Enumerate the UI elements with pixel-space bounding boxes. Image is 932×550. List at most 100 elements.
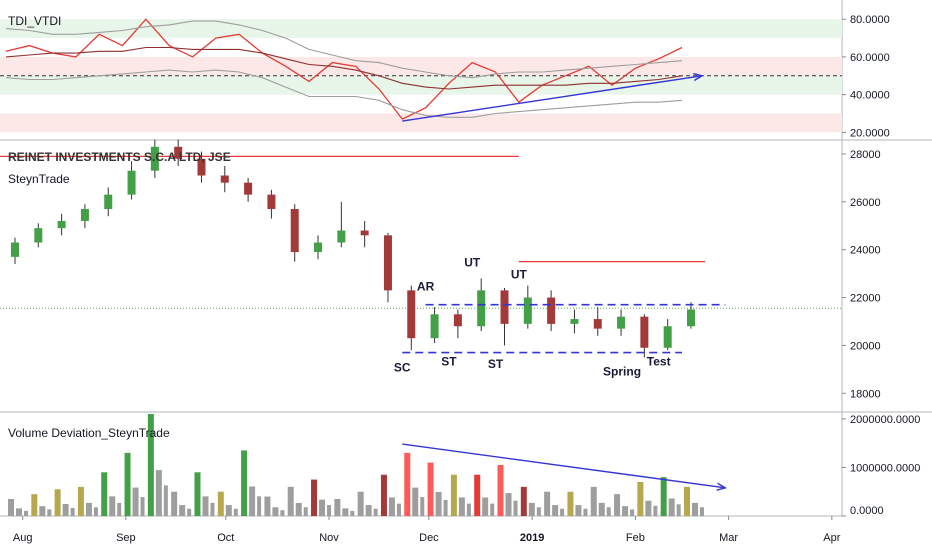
price-pane-subtitle: SteynTrade [8,172,70,186]
tdi-zone-red [0,113,842,133]
volume-bar [109,496,116,516]
volume-bar [443,499,448,516]
tdi-tick-label: 60.0000 [850,52,890,64]
candle-body [383,235,392,291]
wyckoff-label: AR [417,279,435,293]
volume-bar [653,505,658,516]
volume-bar [606,507,611,516]
wyckoff-label: UT [511,267,528,281]
volume-bar [676,504,681,516]
volume-tick-label: 1000000.0000 [850,462,920,474]
volume-bar [194,472,201,516]
candle-body [453,314,462,327]
tdi-zone-green [0,19,842,39]
volume-bar [420,497,425,516]
volume-bar [8,499,14,516]
tdi-zone-green [0,75,842,95]
volume-bar [24,510,28,516]
candle-body [523,297,532,324]
volume-bar [217,491,224,516]
price-tick-label: 20000 [850,340,881,352]
volume-bar [31,494,38,516]
volume-bar [54,489,61,516]
volume-bar [380,474,387,516]
volume-bar [660,477,667,516]
volume-bar [513,500,518,516]
volume-bar [132,487,139,516]
volume-bar [528,502,535,516]
candle-body [617,316,626,329]
volume-bar [163,485,168,516]
volume-bar [645,500,652,516]
volume-bar [179,505,186,516]
volume-bar [155,470,162,516]
price-tick-label: 22000 [850,293,881,305]
time-tick-label: Apr [823,532,840,544]
volume-bar [699,507,704,516]
volume-bar [280,510,285,516]
volume-bar [466,503,471,516]
volume-bar [117,502,122,516]
candle-body [80,209,89,221]
candle-body [127,170,136,195]
volume-bar [272,507,279,516]
tdi-series-line [5,69,683,118]
volume-bar [630,509,635,516]
volume-bar [497,465,504,516]
volume-bar [101,472,108,516]
candle-body [11,242,19,257]
volume-bar [319,499,326,516]
volume-bar [544,491,551,516]
volume-bar [311,479,318,516]
candle-body [104,194,113,209]
candle-body [267,194,276,209]
candle-body [174,146,183,159]
candle-body [360,230,369,236]
volume-bar [450,474,457,516]
volume-bar [77,486,84,516]
volume-bar [404,452,411,516]
candle-body [407,290,416,339]
tdi-trend-arrow-head [693,72,704,82]
wyckoff-label: Spring [603,364,641,378]
volume-bar [583,508,588,516]
volume-bar [637,482,644,516]
volume-bar [520,486,527,516]
price-pane-title: REINET INVESTMENTS S.C.A LTD, JSE [8,150,231,164]
candle-body [220,175,229,183]
volume-bar [683,486,690,516]
volume-bar [39,506,46,516]
price-tick-label: 28000 [850,149,881,161]
tdi-tick-label: 40.0000 [850,90,890,102]
wyckoff-label: ST [488,357,504,371]
tdi-pane-title: TDI_VTDI [8,14,62,28]
tdi-series-line [5,20,683,79]
volume-bar [85,502,92,516]
time-tick-label: Aug [13,532,33,544]
volume-tick-label: 0.0000 [850,505,884,517]
candle-body [686,309,695,327]
volume-bar [396,503,401,516]
tdi-tick-label: 20.0000 [850,127,890,139]
volume-bar [357,491,364,516]
volume-bar [552,505,559,516]
volume-bar [241,450,248,516]
wyckoff-label: UT [464,255,481,269]
volume-bar [505,493,512,516]
price-tick-label: 26000 [850,197,881,209]
volume-bar [249,486,256,516]
volume-bar [140,497,145,516]
volume-bar [233,508,238,516]
time-tick-label: Mar [719,532,738,544]
candle-body [547,297,556,324]
price-tick-label: 18000 [850,388,881,400]
time-tick-label: Sep [116,532,136,544]
volume-trend-arrow-head [716,482,728,491]
volume-bar [482,497,489,516]
volume-bar [124,452,131,516]
time-tick-label: Feb [626,532,645,544]
volume-bar [93,507,98,516]
volume-bar [350,510,355,516]
volume-bar [412,487,419,516]
tdi-trend-arrow-shaft [402,75,703,122]
